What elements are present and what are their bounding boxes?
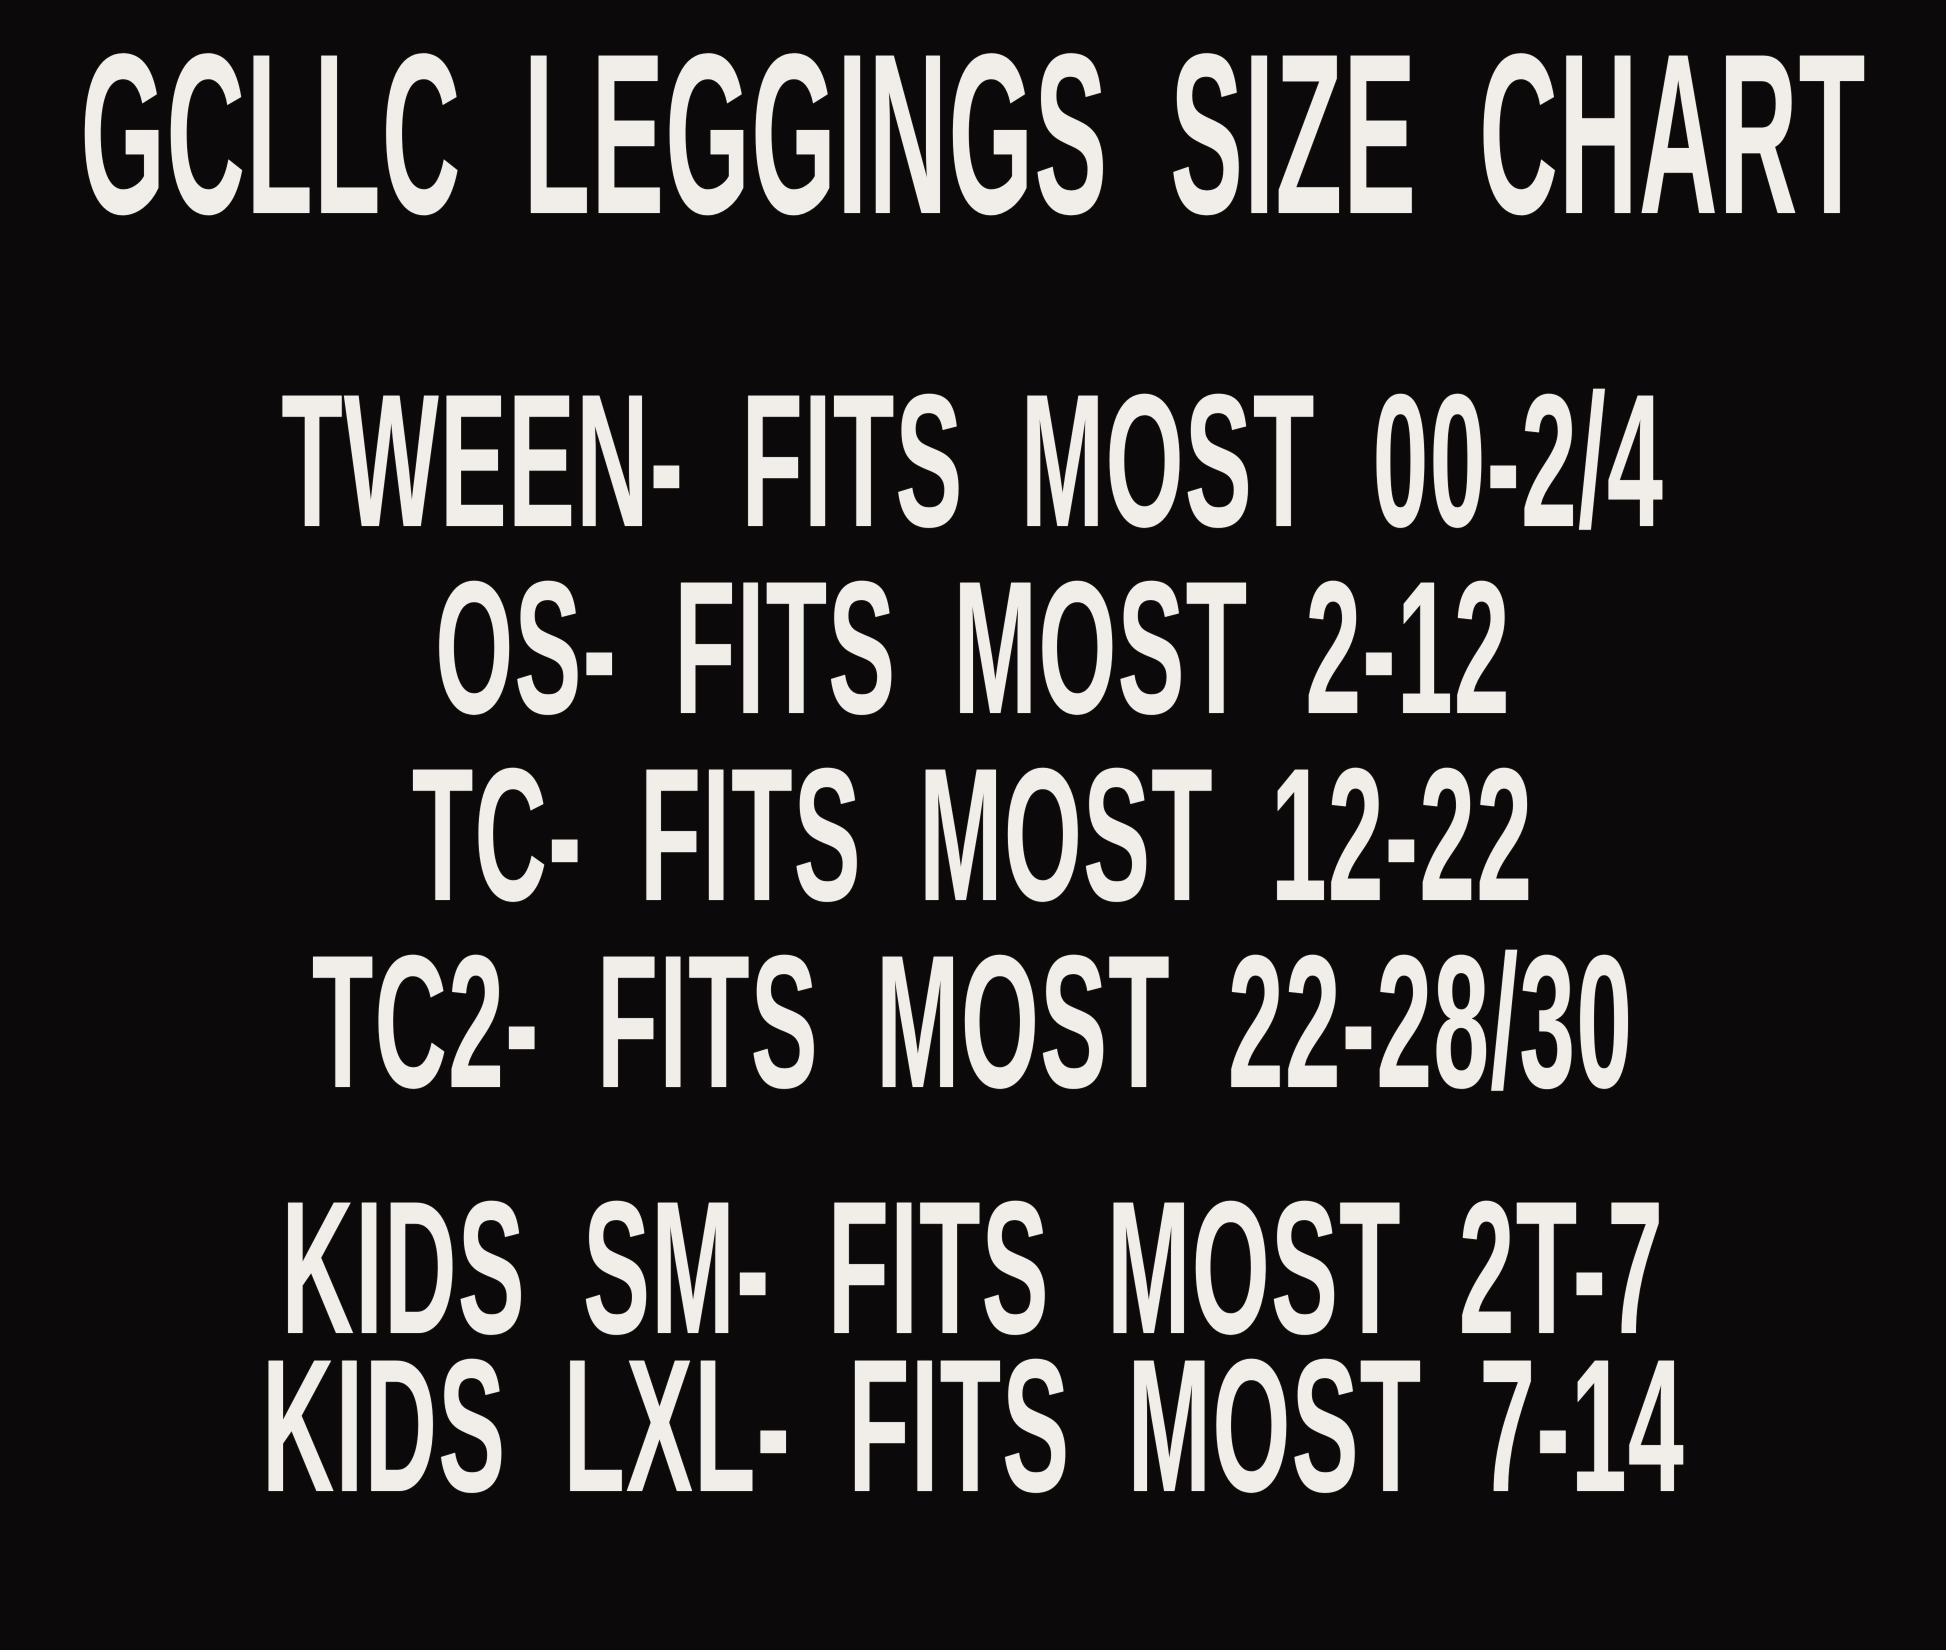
size-line-tc2: TC2- FITS MOST 22-28/30 bbox=[1, 916, 1944, 1127]
size-line-tc: TC- FITS MOST 12-22 bbox=[148, 729, 1797, 940]
size-line-kids-sm: KIDS SM- FITS MOST 2T-7 bbox=[0, 1163, 1946, 1374]
size-line-tc2-text: TC2- FITS MOST 22-28/30 bbox=[312, 916, 1634, 1128]
adult-sizes-group: TWEEN- FITS MOST 00-2/4 OS- FITS MOST 2-… bbox=[0, 355, 1946, 1127]
size-line-kids-sm-text: KIDS SM- FITS MOST 2T-7 bbox=[281, 1162, 1665, 1374]
size-line-tween-text: TWEEN- FITS MOST 00-2/4 bbox=[281, 355, 1665, 567]
size-line-kids-lxl-text: KIDS LXL- FITS MOST 7-14 bbox=[261, 1320, 1685, 1532]
size-line-kids-lxl: KIDS LXL- FITS MOST 7-14 bbox=[0, 1321, 1946, 1532]
size-line-tween: TWEEN- FITS MOST 00-2/4 bbox=[0, 355, 1946, 566]
size-line-tc-text: TC- FITS MOST 12-22 bbox=[412, 729, 1534, 941]
size-line-os: OS- FITS MOST 2-12 bbox=[182, 542, 1764, 753]
title-row: GCLLC LEGGINGS SIZE CHART bbox=[0, 8, 1946, 263]
kids-sizes-group: KIDS SM- FITS MOST 2T-7 KIDS LXL- FITS M… bbox=[0, 1163, 1946, 1532]
size-line-os-text: OS- FITS MOST 2-12 bbox=[435, 542, 1511, 754]
page-title: GCLLC LEGGINGS SIZE CHART bbox=[79, 7, 1867, 263]
